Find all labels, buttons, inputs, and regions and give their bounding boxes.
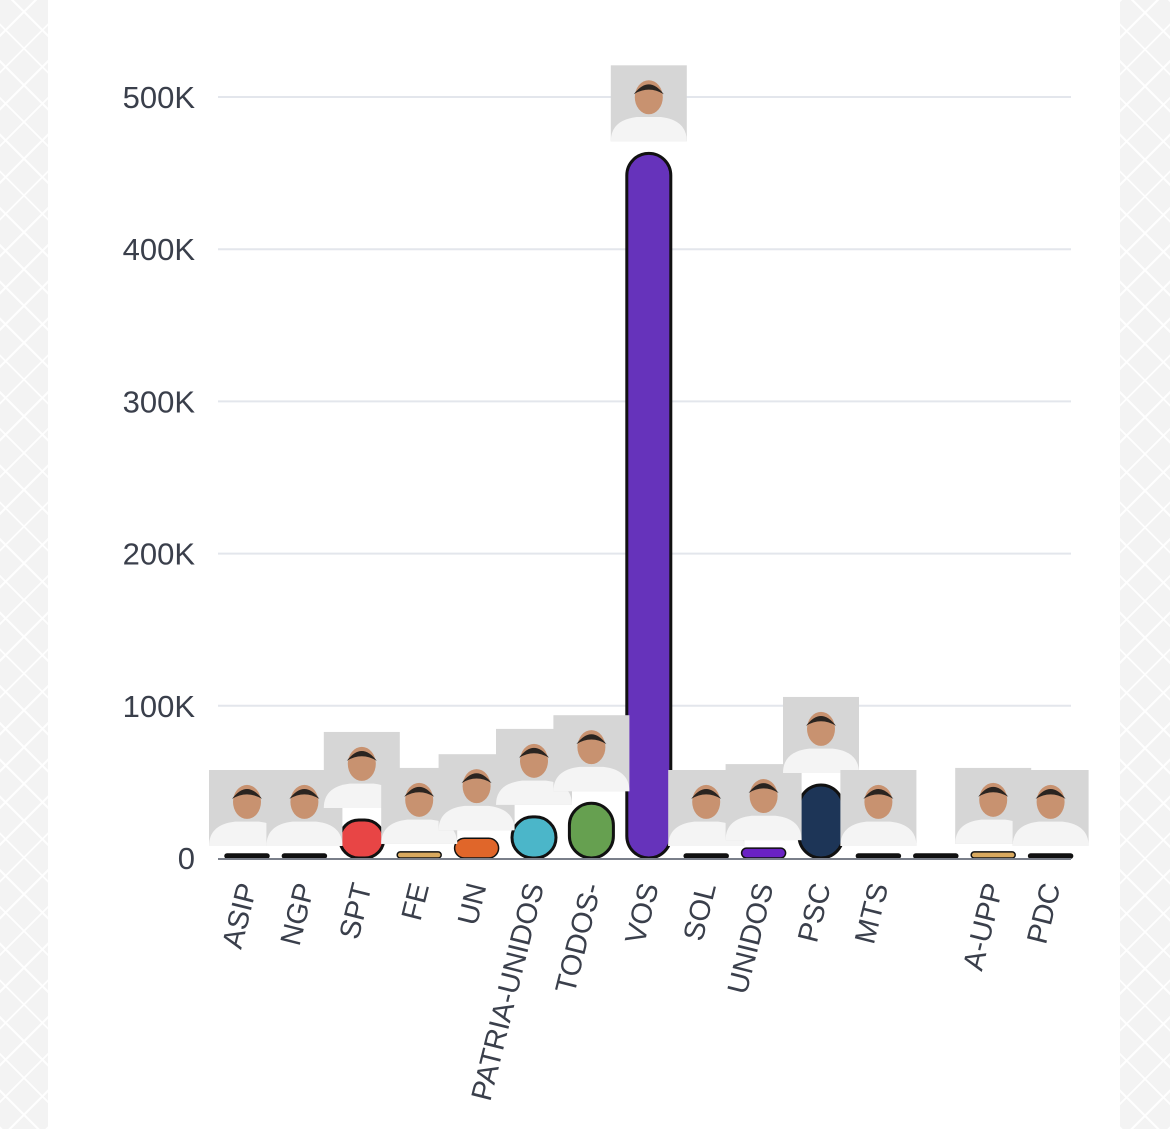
photo-shirt	[266, 821, 343, 846]
bar[interactable]	[913, 853, 959, 859]
candidate-photo	[840, 770, 917, 846]
bar[interactable]	[1027, 853, 1074, 859]
photo-shirt	[1012, 821, 1089, 846]
x-tick-label: FE	[396, 880, 436, 924]
photo-shirt	[610, 116, 687, 142]
bar[interactable]	[396, 851, 442, 859]
candidate-photo	[438, 754, 515, 831]
bar[interactable]	[567, 801, 615, 860]
x-tick-label: ASIP	[217, 880, 264, 952]
photo-shirt	[553, 766, 630, 792]
bar[interactable]	[740, 847, 787, 859]
x-tick-label: PSC	[792, 880, 837, 946]
bar[interactable]	[625, 151, 673, 860]
photo-hair	[232, 789, 262, 799]
candidate-photo	[783, 696, 859, 773]
photo-hair	[576, 734, 607, 745]
photo-hair	[289, 789, 320, 799]
photo-hair	[978, 786, 1009, 797]
y-tick-label: 0	[178, 841, 195, 876]
bar[interactable]	[338, 818, 386, 860]
bar[interactable]	[453, 837, 500, 859]
candidate-photos	[209, 65, 1089, 846]
photo-shirt	[381, 819, 458, 844]
photo-hair	[461, 773, 492, 784]
x-tick-label: TODOS-	[550, 880, 608, 997]
y-axis: 0 100K 200K 300K 400K 500K	[123, 80, 196, 876]
bar[interactable]	[224, 853, 270, 859]
y-tick-label: 200K	[123, 537, 196, 572]
x-tick-label: SOL	[678, 880, 723, 944]
x-tick-label: UNIDOS	[722, 880, 780, 997]
photo-hair	[519, 747, 549, 758]
photo-shirt	[496, 780, 572, 805]
photo-hair	[404, 786, 435, 797]
y-tick-label: 400K	[123, 232, 196, 267]
photo-shirt	[725, 815, 802, 841]
photo-shirt	[955, 819, 1032, 844]
y-tick-label: 300K	[123, 384, 196, 419]
x-tick-label: MTS	[849, 880, 895, 947]
y-tick-label: 100K	[123, 689, 196, 724]
candidate-photo	[553, 715, 630, 792]
photo-shirt	[209, 821, 285, 846]
photo-shirt	[323, 783, 400, 808]
y-tick-label: 500K	[123, 80, 196, 115]
background-pattern-left	[0, 0, 48, 1129]
photo-hair	[691, 789, 722, 799]
bar[interactable]	[281, 853, 328, 859]
photo-shirt	[438, 805, 515, 831]
bar[interactable]	[510, 815, 558, 860]
photo-hair	[748, 783, 779, 793]
photo-hair	[1035, 789, 1066, 799]
bar[interactable]	[970, 851, 1016, 859]
photo-hair	[806, 715, 836, 726]
photo-shirt	[840, 821, 917, 846]
bar[interactable]	[797, 783, 845, 860]
candidate-photo	[209, 770, 285, 846]
x-tick-label: SPT	[334, 880, 379, 943]
x-tick-label: A-UPP	[957, 880, 1009, 974]
photo-shirt	[668, 821, 745, 846]
x-tick-label: VOS	[620, 880, 666, 947]
photo-hair	[633, 84, 664, 95]
candidate-photo	[610, 65, 687, 142]
chart-card	[48, 0, 1120, 1129]
photo-shirt	[783, 748, 859, 773]
x-tick-label: PDC	[1022, 880, 1068, 947]
bar[interactable]	[855, 853, 902, 859]
photo-hair	[863, 789, 894, 799]
x-tick-label: UN	[452, 880, 493, 928]
x-tick-label: NGP	[275, 880, 321, 949]
candidate-photo	[1012, 770, 1089, 846]
candidate-photo	[725, 764, 802, 841]
background-pattern-right	[1120, 0, 1170, 1129]
bar[interactable]	[683, 853, 729, 859]
photo-hair	[346, 750, 377, 761]
